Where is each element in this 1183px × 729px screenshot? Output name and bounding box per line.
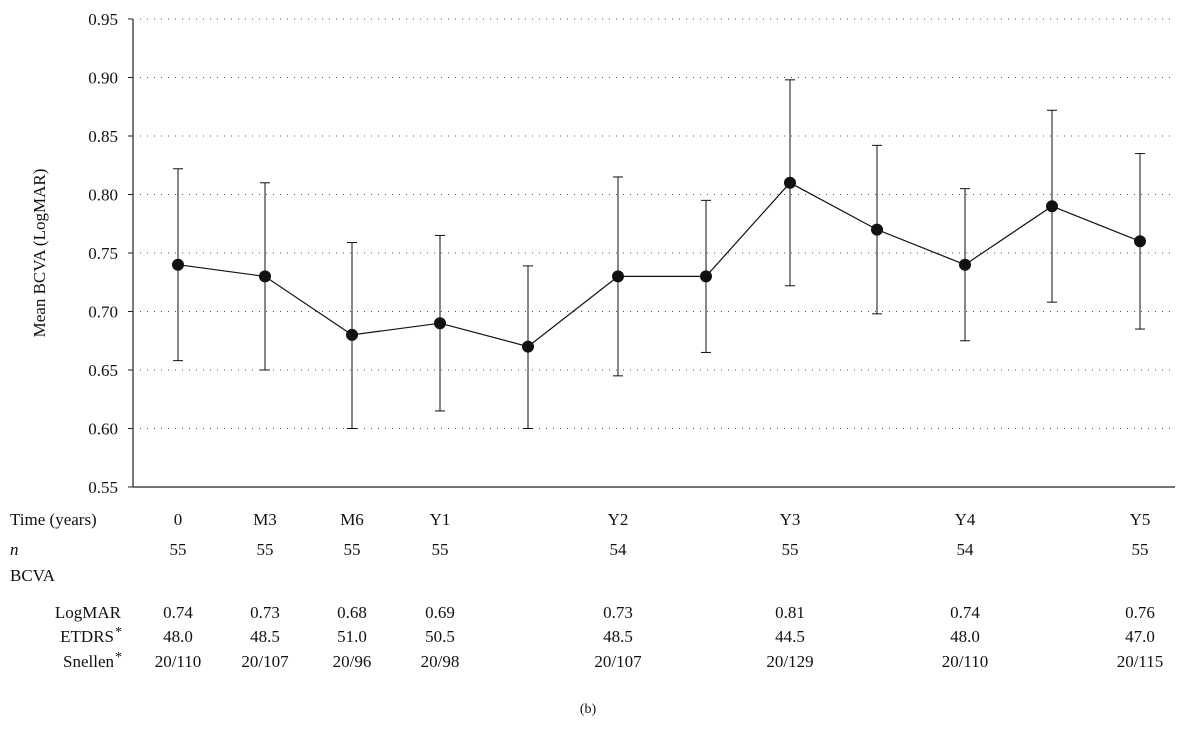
data-point — [522, 340, 534, 353]
y-tick-label: 0.55 — [88, 478, 118, 497]
row-label-snellen-star: * — [115, 650, 122, 665]
table-cell-time: M3 — [253, 510, 277, 529]
table-cell-time: M6 — [340, 510, 364, 529]
table-cell-snellen: 20/110 — [155, 652, 202, 671]
table-cell-n: 54 — [610, 540, 628, 559]
data-point — [172, 258, 184, 271]
table-cell-logmar: 0.68 — [337, 603, 367, 622]
table-cell-logmar: 0.81 — [775, 603, 805, 622]
y-tick-label: 0.70 — [88, 303, 118, 322]
table-cell-n: 55 — [432, 540, 449, 559]
table-cell-logmar: 0.69 — [425, 603, 455, 622]
table-cell-snellen: 20/115 — [1117, 652, 1164, 671]
table-cell-snellen: 20/107 — [241, 652, 289, 671]
y-tick-label: 0.80 — [88, 186, 118, 205]
table-cell-time: Y2 — [608, 510, 629, 529]
table-cell-logmar: 0.74 — [163, 603, 193, 622]
table-cell-etdrs: 48.0 — [163, 627, 193, 646]
table-cell-n: 54 — [957, 540, 975, 559]
table-cell-time: Y1 — [430, 510, 451, 529]
y-tick-label: 0.65 — [88, 361, 118, 380]
table-cell-n: 55 — [1132, 540, 1149, 559]
y-tick-label: 0.95 — [88, 10, 118, 29]
data-point — [612, 270, 624, 283]
data-point — [1046, 200, 1058, 213]
data-point — [259, 270, 271, 283]
table-cell-snellen: 20/110 — [942, 652, 989, 671]
y-tick-label: 0.90 — [88, 69, 118, 88]
table-cell-etdrs: 48.5 — [250, 627, 280, 646]
table-cell-time: Y5 — [1130, 510, 1151, 529]
table-cell-time: 0 — [174, 510, 183, 529]
table-cell-snellen: 20/129 — [766, 652, 813, 671]
data-point — [784, 176, 796, 189]
table-cell-snellen: 20/98 — [421, 652, 460, 671]
table-cell-etdrs: 50.5 — [425, 627, 455, 646]
table-cell-time: Y3 — [780, 510, 801, 529]
row-label-time: Time (years) — [10, 510, 97, 529]
error-bars — [173, 79, 1145, 429]
table-cell-etdrs: 51.0 — [337, 627, 367, 646]
data-point — [959, 258, 971, 271]
y-axis-ticks: 0.55 0.60 0.65 0.70 0.75 0.80 0.85 0.90 0.95 — [88, 10, 133, 497]
y-tick-label: 0.85 — [88, 127, 118, 146]
row-label-bcva: BCVA — [10, 566, 56, 585]
row-label-n: n — [10, 540, 19, 559]
table-cell-etdrs: 44.5 — [775, 627, 805, 646]
y-tick-label: 0.60 — [88, 420, 118, 439]
table-cell-logmar: 0.74 — [950, 603, 980, 622]
table-cell-etdrs: 48.5 — [603, 627, 633, 646]
table-cells: 0 55 0.74 48.0 20/110 M3 55 0.73 48.5 20/107 M6 55 0… — [155, 510, 1164, 671]
table-cell-time: Y4 — [955, 510, 976, 529]
table-cell-n: 55 — [344, 540, 361, 559]
data-points — [172, 176, 1146, 353]
table-cell-etdrs: 47.0 — [1125, 627, 1155, 646]
row-label-etdrs: ETDRS — [60, 627, 114, 646]
table-cell-logmar: 0.76 — [1125, 603, 1155, 622]
table-cell-n: 55 — [170, 540, 187, 559]
data-point — [434, 317, 446, 330]
gridlines — [140, 18, 1172, 429]
table-row-labels: Time (years) n BCVA LogMAR ETDRS * Snell… — [10, 510, 122, 671]
table-cell-n: 55 — [782, 540, 799, 559]
table-cell-n: 55 — [257, 540, 274, 559]
table-cell-snellen: 20/96 — [333, 652, 372, 671]
row-label-etdrs-star: * — [115, 625, 122, 640]
table-cell-logmar: 0.73 — [603, 603, 633, 622]
row-label-snellen: Snellen — [63, 652, 114, 671]
y-tick-label: 0.75 — [88, 244, 118, 263]
data-point — [700, 270, 712, 283]
table-cell-snellen: 20/107 — [594, 652, 642, 671]
table-cell-logmar: 0.73 — [250, 603, 280, 622]
row-label-logmar: LogMAR — [55, 603, 122, 622]
data-point — [1134, 235, 1146, 248]
series-line — [177, 182, 1141, 348]
figure-caption: (b) — [580, 702, 597, 717]
data-point — [346, 328, 358, 341]
table-cell-etdrs: 48.0 — [950, 627, 980, 646]
data-point — [871, 223, 883, 236]
y-axis-label: Mean BCVA (LogMAR) — [30, 169, 49, 338]
